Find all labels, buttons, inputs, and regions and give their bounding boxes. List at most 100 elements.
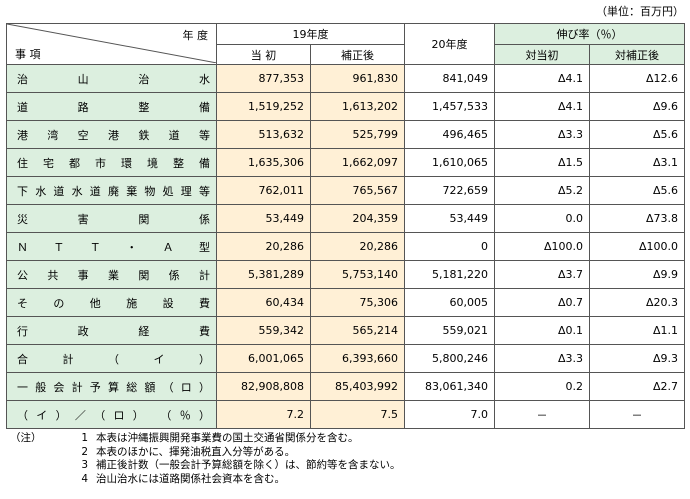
row-label-text: その他施設費	[17, 296, 210, 310]
row-label-text: 公共事業関係計	[17, 268, 210, 282]
table-row: 行政経費 559,342 565,214 559,021 Δ0.1 Δ1.1	[6, 316, 685, 345]
budget-table: 年 度 事 項 19年度 20年度 伸び率（％） 当 初 補正後 対当初 対補正…	[6, 23, 685, 429]
row-label-text: 一般会計予算総額（ロ）	[17, 380, 210, 394]
fy19-initial-value: 877,353	[216, 64, 311, 93]
growth-vs-supp-value: －	[589, 400, 685, 429]
fy20-value: 1,610,065	[404, 148, 495, 177]
fy19-initial-value: 7.2	[216, 400, 311, 429]
note-text: 本表のほかに、揮発油税直入分等がある。	[96, 445, 296, 458]
fy19-supplementary-value: 20,286	[310, 232, 405, 261]
fy19-supplementary-value: 1,662,097	[310, 148, 405, 177]
table-row: 下水道水道廃棄物処理等 762,011 765,567 722,659 Δ5.2 Δ5.6	[6, 176, 685, 205]
table-row: 道路整備 1,519,252 1,613,202 1,457,533 Δ4.1 Δ9.6	[6, 92, 685, 121]
growth-vs-initial-value: Δ0.7	[494, 288, 590, 317]
fy19-initial-value: 559,342	[216, 316, 311, 345]
growth-vs-initial-value: Δ1.5	[494, 148, 590, 177]
row-label: （イ）／（ロ） （％）	[6, 400, 217, 429]
table-row: （イ）／（ロ） （％） 7.2 7.5 7.0 －－	[6, 400, 685, 429]
row-label-text: 災害関係	[17, 212, 210, 226]
fy20-value: 0	[404, 232, 495, 261]
note-number: 3	[81, 459, 88, 471]
growth-vs-initial-value: Δ4.1	[494, 64, 590, 93]
note-number: 2	[81, 445, 88, 458]
growth-vs-initial-value: Δ3.3	[494, 344, 590, 373]
table-row: 住宅都市環境整備 1,635,306 1,662,097 1,610,065 Δ1.5 Δ…	[6, 148, 685, 177]
table-row: 公共事業関係計 5,381,289 5,753,140 5,181,220 Δ3.7 Δ9…	[6, 260, 685, 289]
growth-vs-supp-value: Δ9.9	[589, 260, 685, 289]
row-label-text: 下水道水道廃棄物処理等	[17, 184, 210, 198]
fy19-initial-value: 6,001,065	[216, 344, 311, 373]
footnotes: （注） 1 本表は沖縄振興開発事業費の国土交通省関係分を含む。 2 本表のほかに…	[10, 432, 401, 486]
table-row: 合計（イ） 6,001,065 6,393,660 5,800,246 Δ3.3 Δ9.3	[6, 344, 685, 373]
row-label-text: 合計（イ）	[17, 352, 210, 366]
note-text: 補正後計数（一般会計予算総額を除く）は、節約等を含まない。	[96, 459, 401, 471]
row-label: 治山治水	[6, 64, 217, 93]
fy20-value: 5,181,220	[404, 260, 495, 289]
note-number: 1	[81, 432, 88, 444]
growth-vs-initial-value: Δ0.1	[494, 316, 590, 345]
fy20-value: 83,061,340	[404, 372, 495, 401]
row-label: 港湾空港鉄道等	[6, 120, 217, 149]
table-row: 治山治水 877,353 961,830 841,049 Δ4.1 Δ12.6	[6, 64, 685, 93]
fy19-supplementary-value: 6,393,660	[310, 344, 405, 373]
growth-vs-supp-value: Δ73.8	[589, 204, 685, 233]
growth-vs-supp-value: Δ3.1	[589, 148, 685, 177]
row-label: 合計（イ）	[6, 344, 217, 373]
diagonal-divider	[7, 24, 217, 63]
growth-vs-supp-value: Δ9.6	[589, 92, 685, 121]
fy20-header: 20年度	[404, 23, 495, 65]
row-label: 下水道水道廃棄物処理等	[6, 176, 217, 205]
growth-vs-supp-value: Δ9.3	[589, 344, 685, 373]
row-label: その他施設費	[6, 288, 217, 317]
fy19-initial-value: 60,434	[216, 288, 311, 317]
note-text: 治山治水には道路関係社会資本を含む。	[96, 472, 285, 485]
growth-vs-initial-header: 対当初	[494, 44, 590, 65]
fy19-header: 19年度	[216, 23, 405, 45]
fy19-supplementary-value: 1,613,202	[310, 92, 405, 121]
fy19-supplementary-value: 204,359	[310, 204, 405, 233]
year-header: 年 度	[182, 29, 209, 42]
fy20-value: 7.0	[404, 400, 495, 429]
notes-prefix: （注）	[10, 432, 42, 444]
row-label-text: ＮＴＴ・Ａ型	[17, 240, 210, 254]
row-label: 住宅都市環境整備	[6, 148, 217, 177]
fy19-supplementary-value: 565,214	[310, 316, 405, 345]
fy20-value: 53,449	[404, 204, 495, 233]
fy19-supplementary-value: 7.5	[310, 400, 405, 429]
fy19-supplementary-value: 525,799	[310, 120, 405, 149]
row-label: 災害関係	[6, 204, 217, 233]
growth-vs-supp-value: Δ12.6	[589, 64, 685, 93]
row-label-text: 住宅都市環境整備	[17, 156, 210, 170]
fy19-supplementary-header: 補正後	[310, 44, 405, 65]
table-row: 一般会計予算総額（ロ） 82,908,808 85,403,992 83,061,34…	[6, 372, 685, 401]
fy19-initial-value: 53,449	[216, 204, 311, 233]
growth-header: 伸び率（％）	[494, 23, 685, 45]
growth-vs-initial-value: 0.0	[494, 204, 590, 233]
fy19-initial-value: 82,908,808	[216, 372, 311, 401]
row-label-text: （イ）／（ロ） （％）	[17, 408, 210, 422]
table-row: 災害関係 53,449 204,359 53,449 0.0 Δ73.8	[6, 204, 685, 233]
growth-vs-initial-value: Δ100.0	[494, 232, 590, 261]
growth-vs-supp-value: Δ2.7	[589, 372, 685, 401]
row-label: 行政経費	[6, 316, 217, 345]
fy19-supplementary-value: 75,306	[310, 288, 405, 317]
fy19-initial-value: 1,519,252	[216, 92, 311, 121]
table-row: その他施設費 60,434 75,306 60,005 Δ0.7 Δ20.3	[6, 288, 685, 317]
fy19-initial-value: 5,381,289	[216, 260, 311, 289]
row-label: 道路整備	[6, 92, 217, 121]
table-row: 港湾空港鉄道等 513,632 525,799 496,465 Δ3.3 Δ5.6	[6, 120, 685, 149]
growth-vs-supp-value: Δ5.6	[589, 176, 685, 205]
fy20-value: 5,800,246	[404, 344, 495, 373]
item-header: 事 項	[15, 48, 41, 61]
growth-vs-supp-value: Δ5.6	[589, 120, 685, 149]
growth-vs-supp-value: Δ1.1	[589, 316, 685, 345]
fy19-initial-value: 20,286	[216, 232, 311, 261]
note-text: 本表は沖縄振興開発事業費の国土交通省関係分を含む。	[96, 432, 359, 444]
fy19-initial-value: 513,632	[216, 120, 311, 149]
row-label: 一般会計予算総額（ロ）	[6, 372, 217, 401]
growth-vs-supp-header: 対補正後	[589, 44, 685, 65]
fy19-supplementary-value: 961,830	[310, 64, 405, 93]
table-row: ＮＴＴ・Ａ型 20,286 20,286 0 Δ100.0 Δ100.0	[6, 232, 685, 261]
fy19-initial-value: 762,011	[216, 176, 311, 205]
row-label: ＮＴＴ・Ａ型	[6, 232, 217, 261]
